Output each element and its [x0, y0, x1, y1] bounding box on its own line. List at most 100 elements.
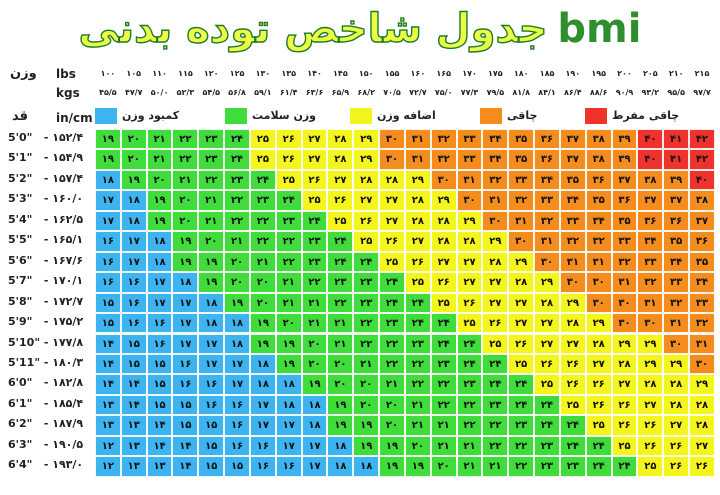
bmi-cell: ۲۳: [275, 210, 302, 232]
bmi-cell: ۲۵: [249, 149, 276, 170]
bmi-cell: ۲۴: [430, 333, 457, 354]
bmi-cell: ۲۰: [120, 129, 147, 150]
bmi-cell: ۳۵: [611, 210, 638, 232]
bmi-cell: ۲۶: [559, 353, 586, 375]
bmi-cell: ۳۴: [534, 169, 560, 191]
bmi-cell: ۲۲: [275, 231, 302, 252]
bmi-cell: ۱۶: [120, 272, 147, 293]
bmi-cell: ۳۰: [379, 149, 405, 170]
bmi-cell: ۲۰: [172, 210, 199, 232]
bmi-cell: ۱۸: [146, 251, 173, 273]
bmi-cell: ۳۴: [585, 210, 612, 232]
legend-item: چاقی: [480, 108, 600, 124]
weight-label: وزن: [10, 66, 37, 81]
bmi-cell: ۲۴: [379, 292, 405, 314]
bmi-cell: ۲۱: [198, 210, 225, 232]
bmi-cell: ۲۲: [224, 190, 250, 211]
bmi-cell: ۲۷: [508, 313, 535, 334]
lbs-tick: ۲۱۰: [668, 69, 684, 78]
kg-tick: ۵۹/۱: [254, 88, 272, 97]
bmi-cell: ۱۷: [275, 435, 302, 457]
bmi-cell: ۲۰: [430, 456, 457, 477]
bmi-cell: ۲۸: [430, 231, 457, 252]
bmi-cell: ۲۰: [198, 231, 225, 252]
bmi-cell: ۲۱: [353, 353, 380, 375]
bmi-cell: ۱۶: [172, 353, 199, 375]
height-cm: - ۱۷۵/۲: [40, 315, 84, 329]
bmi-cell: ۱۹: [198, 251, 225, 273]
bmi-cell: ۲۵: [275, 169, 302, 191]
bmi-cell: ۲۳: [534, 435, 560, 457]
lbs-tick: ۲۰۰: [617, 69, 632, 78]
bmi-cell: ۲۱: [301, 292, 328, 314]
bmi-cell: ۲۵: [611, 435, 638, 457]
bmi-cell: ۳۰: [585, 272, 612, 293]
bmi-cell: ۲۰: [404, 435, 431, 457]
bmi-cell: ۲۹: [611, 333, 638, 354]
bmi-cell: ۲۲: [249, 231, 276, 252]
bmi-cell: ۱۸: [172, 272, 199, 293]
bmi-cell: ۱۵: [146, 374, 173, 395]
bmi-cell: ۳۱: [663, 313, 690, 334]
bmi-cell: ۲۴: [508, 374, 535, 395]
title-text: جدول شاخص توده بدنی: [78, 5, 548, 52]
bmi-cell: ۲۴: [456, 353, 483, 375]
bmi-cell: ۲۱: [456, 435, 483, 457]
height-ft: 6'3": [8, 437, 33, 451]
height-cm: - ۱۸۰/۳: [40, 355, 84, 369]
bmi-cell: ۱۴: [146, 415, 173, 436]
bmi-cell: ۲۳: [456, 374, 483, 395]
kg-tick: ۵۶/۸: [228, 88, 246, 97]
bmi-cell: ۳۰: [482, 210, 509, 232]
bmi-cell: ۲۰: [301, 353, 328, 375]
height-tick: 5'8" - ۱۷۲/۷: [8, 293, 88, 310]
bmi-cell: ۲۷: [456, 251, 483, 273]
height-ft: 6'1": [8, 396, 33, 410]
bmi-cell: ۲۱: [275, 292, 302, 314]
bmi-cell: ۱۵: [146, 353, 173, 375]
bmi-cell: ۱۹: [146, 210, 173, 232]
bmi-cell: ۲۵: [353, 231, 380, 252]
bmi-cell: ۲۱: [172, 169, 199, 191]
height-cm: - ۱۷۲/۷: [40, 294, 84, 308]
bmi-cell: ۱۴: [95, 333, 121, 354]
bmi-cell: ۱۹: [172, 251, 199, 273]
bmi-cell: ۳۷: [559, 129, 586, 150]
legend-label: اضافه وزن: [377, 109, 436, 122]
kg-tick: ۴۷/۷: [124, 88, 143, 97]
bmi-cell: ۳۱: [559, 251, 586, 273]
bmi-cell: ۲۳: [559, 456, 586, 477]
bmi-cell: ۱۵: [95, 292, 121, 314]
bmi-cell: ۱۴: [120, 374, 147, 395]
legend-item: وزن سلامت: [225, 108, 345, 124]
bmi-cell: ۲۱: [327, 333, 354, 354]
bmi-cell: ۲۷: [353, 190, 380, 211]
bmi-cell: ۳۹: [663, 169, 690, 191]
bmi-cell: ۱۷: [275, 415, 302, 436]
bmi-cell: ۳۰: [663, 333, 690, 354]
bmi-cell: ۲۲: [301, 272, 328, 293]
height-label: قد: [12, 109, 29, 124]
bmi-cell: ۲۶: [430, 272, 457, 293]
bmi-cell: ۲۷: [404, 231, 431, 252]
bmi-cell: ۱۷: [172, 313, 199, 334]
bmi-cell: ۳۴: [482, 149, 509, 170]
bmi-cell: ۲۷: [456, 272, 483, 293]
bmi-cell: ۲۱: [482, 456, 509, 477]
bmi-cell: ۱۷: [146, 292, 173, 314]
bmi-cell: ۳۱: [482, 190, 509, 211]
height-tick: 5'2" - ۱۵۷/۴: [8, 170, 88, 187]
bmi-cell: ۲۶: [508, 333, 535, 354]
bmi-cell: ۲۶: [611, 415, 638, 436]
lbs-tick: ۱۶۵: [436, 69, 452, 78]
legend-label: چاقی: [507, 109, 538, 122]
bmi-cell: ۱۵: [120, 333, 147, 354]
height-cm: - ۱۵۲/۴: [40, 131, 84, 144]
bmi-cell: ۲۰: [327, 353, 354, 375]
height-ft: 5'6": [8, 253, 33, 267]
bmi-cell: ۲۴: [249, 169, 276, 191]
bmi-cell: ۳۲: [663, 292, 690, 314]
bmi-cell: ۲۸: [379, 169, 405, 191]
bmi-cell: ۲۷: [689, 435, 715, 457]
bmi-cell: ۲۳: [379, 313, 405, 334]
